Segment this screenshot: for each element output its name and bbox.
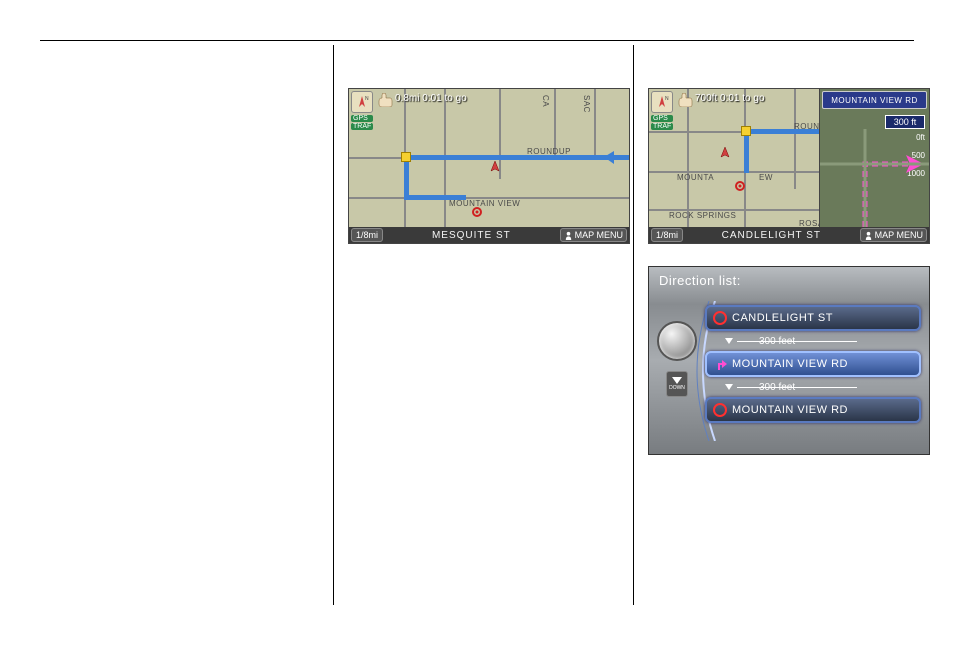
distance-text: 300 feet <box>753 336 801 347</box>
turn-marker-icon <box>741 126 751 136</box>
map-menu-label: MAP MENU <box>875 230 923 240</box>
direction-label: MOUNTAIN VIEW RD <box>732 404 848 416</box>
hand-icon <box>377 93 393 107</box>
turn-right-icon <box>713 357 727 371</box>
map-top-status: N 700ft 0:01 to go GPS TRAF <box>651 91 761 125</box>
svg-text:N: N <box>365 96 369 102</box>
waypoint-icon <box>713 311 727 325</box>
traf-badge: TRAF <box>351 123 373 130</box>
column-divider-2 <box>633 45 634 605</box>
destination-icon <box>735 181 745 191</box>
gps-badge: GPS <box>651 115 673 122</box>
hand-icon <box>677 93 693 107</box>
distance-text: 300 feet <box>753 382 801 393</box>
direction-list[interactable]: CANDLELIGHT ST 300 feet MOUNTAIN VIEW RD 30… <box>705 305 921 426</box>
direction-row[interactable]: CANDLELIGHT ST <box>705 305 921 331</box>
map-menu-button[interactable]: MAP MENU <box>860 228 927 242</box>
route-arrow-icon <box>604 151 622 164</box>
column-divider-1 <box>333 45 334 605</box>
road-label: EW <box>759 173 773 182</box>
map-panel-left[interactable]: ROUNDUP MOUNTAIN VIEW SAC CA N 0.8mi 0:0… <box>348 88 630 244</box>
map-bottom-bar: 1/8mi CANDLELIGHT ST MAP MENU <box>649 227 929 243</box>
current-street: MESQUITE ST <box>383 230 560 241</box>
chevron-down-icon <box>725 338 733 344</box>
map-panel-right[interactable]: ROUN MOUNTA EW ROCK SPRINGS ROSA N 700ft… <box>648 88 930 244</box>
direction-label: CANDLELIGHT ST <box>732 312 833 324</box>
road-label: ROUN <box>794 122 820 131</box>
down-button[interactable]: DOWN <box>666 371 688 397</box>
map-top-status: N 0.8mi 0:01 to go GPS TRAF <box>351 91 461 125</box>
page-rule <box>40 40 914 41</box>
destination-icon <box>472 207 482 217</box>
vehicle-icon <box>489 161 501 177</box>
road-label: MOUNTAIN VIEW <box>449 199 520 208</box>
vehicle-icon <box>719 147 731 163</box>
person-icon <box>564 231 573 240</box>
distance-readout: 700ft 0:01 to go <box>695 93 765 104</box>
turn-marker-icon <box>401 152 411 162</box>
map-menu-button[interactable]: MAP MENU <box>560 228 627 242</box>
road-v <box>794 89 796 189</box>
status-badges: GPS TRAF <box>351 115 373 130</box>
down-label: DOWN <box>669 385 685 391</box>
direction-row[interactable]: MOUNTAIN VIEW RD <box>705 397 921 423</box>
svg-text:N: N <box>665 96 669 102</box>
rotary-knob[interactable] <box>657 321 697 361</box>
compass-icon[interactable]: N <box>651 91 673 113</box>
chevron-down-icon <box>672 377 682 384</box>
direction-label: MOUNTAIN VIEW RD <box>732 358 848 370</box>
direction-list-panel: Direction list: DOWN CANDLELIGHT ST 300 f… <box>648 266 930 455</box>
gps-badge: GPS <box>351 115 373 122</box>
direction-distance: 300 feet <box>725 334 921 348</box>
scale-badge[interactable]: 1/8mi <box>351 228 383 242</box>
traf-badge: TRAF <box>651 123 673 130</box>
road-label: SAC <box>582 95 591 113</box>
map-bottom-bar: 1/8mi MESQUITE ST MAP MENU <box>349 227 629 243</box>
road-label: ROUNDUP <box>527 147 571 156</box>
next-road-bar[interactable]: MOUNTAIN VIEW RD <box>822 91 927 109</box>
road-label: ROCK SPRINGS <box>669 211 736 220</box>
distance-readout: 0.8mi 0:01 to go <box>395 93 467 104</box>
direction-row[interactable]: MOUNTAIN VIEW RD <box>705 351 921 377</box>
status-badges: GPS TRAF <box>651 115 673 130</box>
person-icon <box>864 231 873 240</box>
compass-icon[interactable]: N <box>351 91 373 113</box>
scale-badge[interactable]: 1/8mi <box>651 228 683 242</box>
chevron-down-icon <box>725 384 733 390</box>
turn-preview-route-icon <box>820 109 930 229</box>
road-label: CA <box>541 95 550 107</box>
waypoint-icon <box>713 403 727 417</box>
route-segment <box>404 155 630 160</box>
turn-preview-panel: MOUNTAIN VIEW RD 300 ft 0ft 500 1000 <box>819 89 929 229</box>
direction-distance: 300 feet <box>725 380 921 394</box>
road-v <box>594 89 596 159</box>
road-label: MOUNTA <box>677 173 714 182</box>
map-menu-label: MAP MENU <box>575 230 623 240</box>
direction-list-title: Direction list: <box>659 273 741 288</box>
current-street: CANDLELIGHT ST <box>683 230 860 241</box>
